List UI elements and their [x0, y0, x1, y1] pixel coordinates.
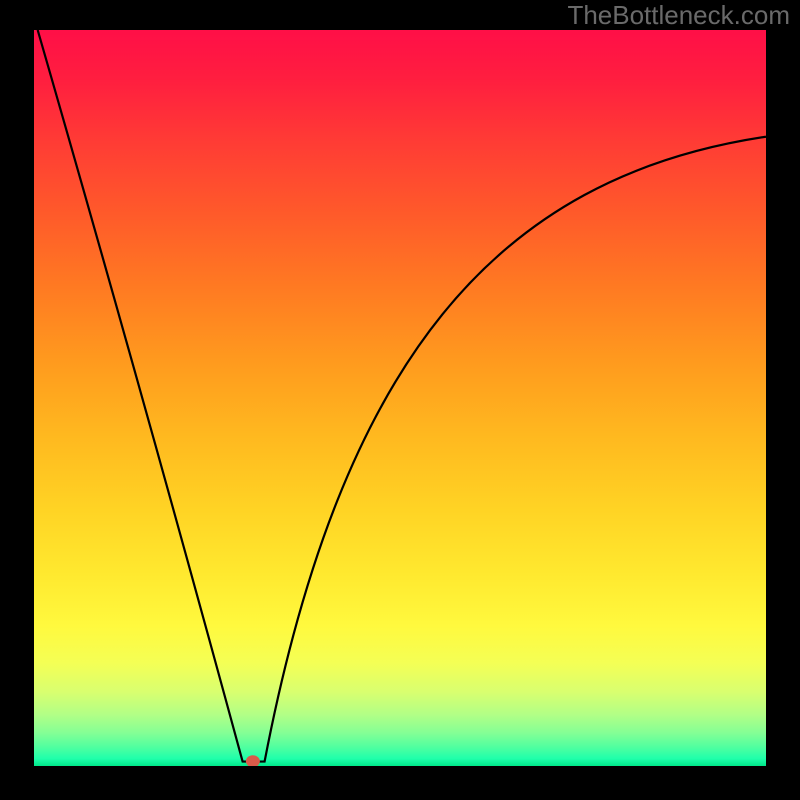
- chart-background: [34, 30, 766, 766]
- bottleneck-chart: TheBottleneck.com: [0, 0, 800, 800]
- watermark-text: TheBottleneck.com: [567, 0, 790, 30]
- optimal-point-marker: [246, 755, 260, 767]
